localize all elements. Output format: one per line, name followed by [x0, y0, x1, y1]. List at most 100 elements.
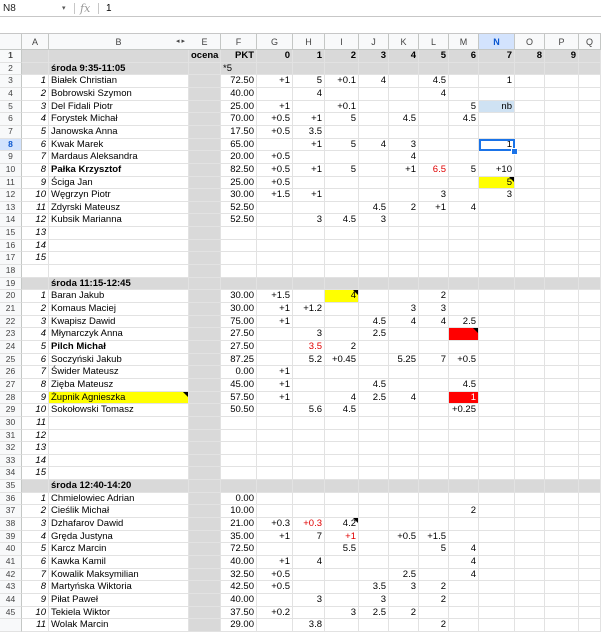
- cell-j-4[interactable]: [359, 88, 389, 101]
- cell-e-29[interactable]: [189, 404, 221, 417]
- row-header[interactable]: 37: [0, 505, 22, 518]
- cell-q-35[interactable]: [579, 480, 601, 493]
- cell-b-26[interactable]: Świder Mateusz: [49, 366, 189, 379]
- cell-l-14[interactable]: [419, 214, 449, 227]
- cell-j-43[interactable]: 3.5: [359, 581, 389, 594]
- cell-k-26[interactable]: [389, 366, 419, 379]
- select-all-corner[interactable]: [0, 34, 22, 50]
- cell-q-31[interactable]: [579, 430, 601, 442]
- row-header[interactable]: 31: [0, 430, 22, 442]
- cell-b-37[interactable]: Cieślik Michał: [49, 505, 189, 518]
- cell-e-19[interactable]: [189, 278, 221, 290]
- cell-b-11[interactable]: Ściga Jan: [49, 177, 189, 189]
- cell-f-3[interactable]: 72.50: [221, 75, 257, 88]
- cell-m-20[interactable]: [449, 290, 479, 303]
- cell-e-14[interactable]: [189, 214, 221, 227]
- cell-i-7[interactable]: [325, 126, 359, 139]
- row-header[interactable]: 22: [0, 316, 22, 328]
- cell-o-21[interactable]: [515, 303, 545, 316]
- cell-m-37[interactable]: 2: [449, 505, 479, 518]
- cell-o-26[interactable]: [515, 366, 545, 379]
- cell-i-12[interactable]: [325, 189, 359, 202]
- cell-q-28[interactable]: [579, 392, 601, 404]
- cell-g-33[interactable]: [257, 455, 293, 467]
- cell-q-23[interactable]: [579, 328, 601, 341]
- cell-n-30[interactable]: [479, 417, 515, 430]
- cell-m-1[interactable]: 6: [449, 50, 479, 63]
- cell-l-40[interactable]: 5: [419, 543, 449, 556]
- row-header[interactable]: 33: [0, 455, 22, 467]
- cell-q-6[interactable]: [579, 113, 601, 126]
- cell-k-23[interactable]: [389, 328, 419, 341]
- cell-f-19[interactable]: [221, 278, 257, 290]
- cell-i-35[interactable]: [325, 480, 359, 493]
- cell-p-19[interactable]: [545, 278, 579, 290]
- cell-n-3[interactable]: 1: [479, 75, 515, 88]
- cell-l-6[interactable]: [419, 113, 449, 126]
- cell-q-29[interactable]: [579, 404, 601, 417]
- row-header[interactable]: [0, 619, 22, 632]
- cell-a-1[interactable]: [22, 50, 49, 63]
- cell-e-33[interactable]: [189, 455, 221, 467]
- cell-n-1[interactable]: 7: [479, 50, 515, 63]
- row-header[interactable]: 10: [0, 164, 22, 177]
- cell-j-21[interactable]: [359, 303, 389, 316]
- cell-p-31[interactable]: [545, 430, 579, 442]
- cell-n-18[interactable]: [479, 265, 515, 278]
- cell-n-7[interactable]: [479, 126, 515, 139]
- cell-o-22[interactable]: [515, 316, 545, 328]
- cell-g-undefined[interactable]: [257, 619, 293, 632]
- cell-b-14[interactable]: Kubsik Marianna: [49, 214, 189, 227]
- cell-p-11[interactable]: [545, 177, 579, 189]
- cell-o-24[interactable]: [515, 341, 545, 354]
- cell-o-30[interactable]: [515, 417, 545, 430]
- cell-a-38[interactable]: 3: [22, 518, 49, 531]
- cell-q-15[interactable]: [579, 227, 601, 240]
- cell-l-29[interactable]: [419, 404, 449, 417]
- cell-i-9[interactable]: [325, 151, 359, 164]
- cell-a-32[interactable]: 13: [22, 442, 49, 455]
- cell-g-15[interactable]: [257, 227, 293, 240]
- cell-e-38[interactable]: [189, 518, 221, 531]
- cell-i-32[interactable]: [325, 442, 359, 455]
- cell-k-11[interactable]: [389, 177, 419, 189]
- cell-n-15[interactable]: [479, 227, 515, 240]
- cell-b-41[interactable]: Kawka Kamil: [49, 556, 189, 569]
- cell-q-27[interactable]: [579, 379, 601, 392]
- cell-f-16[interactable]: [221, 240, 257, 252]
- row-header[interactable]: 6: [0, 113, 22, 126]
- cell-m-23[interactable]: [449, 328, 479, 341]
- cell-n-undefined[interactable]: [479, 619, 515, 632]
- row-header[interactable]: 14: [0, 214, 22, 227]
- cell-p-29[interactable]: [545, 404, 579, 417]
- row-header[interactable]: 8: [0, 139, 22, 151]
- cell-f-7[interactable]: 17.50: [221, 126, 257, 139]
- cell-g-27[interactable]: +1: [257, 379, 293, 392]
- cell-n-36[interactable]: [479, 493, 515, 505]
- cell-p-8[interactable]: [545, 139, 579, 151]
- cell-p-7[interactable]: [545, 126, 579, 139]
- cell-i-29[interactable]: 4.5: [325, 404, 359, 417]
- cell-h-19[interactable]: [293, 278, 325, 290]
- cell-a-10[interactable]: 8: [22, 164, 49, 177]
- cell-g-11[interactable]: +0.5: [257, 177, 293, 189]
- cell-b-8[interactable]: Kwak Marek: [49, 139, 189, 151]
- row-header[interactable]: 36: [0, 493, 22, 505]
- cell-q-43[interactable]: [579, 581, 601, 594]
- cell-i-4[interactable]: [325, 88, 359, 101]
- cell-l-30[interactable]: [419, 417, 449, 430]
- cell-m-27[interactable]: 4.5: [449, 379, 479, 392]
- cell-i-8[interactable]: 5: [325, 139, 359, 151]
- cell-m-34[interactable]: [449, 467, 479, 480]
- cell-k-18[interactable]: [389, 265, 419, 278]
- cell-e-4[interactable]: [189, 88, 221, 101]
- cell-k-19[interactable]: [389, 278, 419, 290]
- cell-p-3[interactable]: [545, 75, 579, 88]
- cell-o-4[interactable]: [515, 88, 545, 101]
- cell-e-7[interactable]: [189, 126, 221, 139]
- cell-b-undefined[interactable]: Wolak Marcin: [49, 619, 189, 632]
- cell-f-33[interactable]: [221, 455, 257, 467]
- cell-g-7[interactable]: +0.5: [257, 126, 293, 139]
- cell-h-6[interactable]: +1: [293, 113, 325, 126]
- cell-g-25[interactable]: [257, 354, 293, 366]
